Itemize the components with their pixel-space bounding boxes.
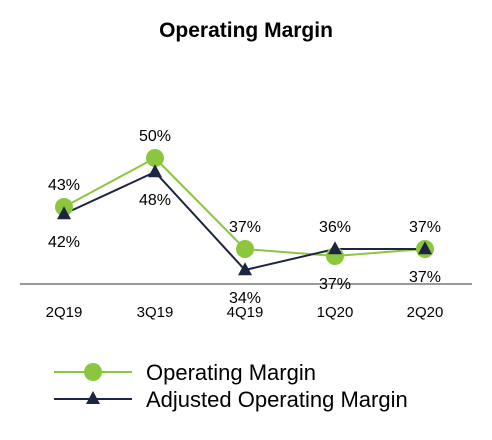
data-label: 37% xyxy=(409,269,441,286)
legend-marker-triangle xyxy=(86,391,100,404)
data-labels: 43% 50% 37% 37% 37% 42% 48% 34% 36% 37% xyxy=(48,128,441,307)
x-tick-label: 4Q19 xyxy=(227,304,264,321)
legend-label-0: Operating Margin xyxy=(146,360,316,385)
legend-marker-circle xyxy=(84,363,102,381)
chart-title: Operating Margin xyxy=(159,19,333,42)
data-label: 34% xyxy=(229,290,261,307)
series-markers xyxy=(55,149,434,276)
x-axis-ticks: 2Q19 3Q19 4Q19 1Q20 2Q20 xyxy=(46,304,444,321)
data-label: 37% xyxy=(409,219,441,236)
data-label: 48% xyxy=(139,192,171,209)
data-point-triangle xyxy=(328,241,342,255)
data-point-triangle xyxy=(418,241,432,255)
data-label: 36% xyxy=(319,219,351,236)
legend-label-1: Adjusted Operating Margin xyxy=(146,387,408,412)
data-label: 37% xyxy=(229,219,261,236)
x-tick-label: 1Q20 xyxy=(317,304,354,321)
data-point-triangle xyxy=(238,262,252,276)
x-tick-label: 3Q19 xyxy=(137,304,174,321)
data-label: 42% xyxy=(48,234,80,251)
data-point-triangle xyxy=(148,164,162,178)
data-point-circle xyxy=(146,149,164,167)
data-point-triangle xyxy=(57,206,71,220)
x-tick-label: 2Q20 xyxy=(407,304,444,321)
x-tick-label: 2Q19 xyxy=(46,304,83,321)
data-label: 50% xyxy=(139,128,171,145)
data-label: 37% xyxy=(319,276,351,293)
data-label: 43% xyxy=(48,177,80,194)
data-point-circle xyxy=(236,240,254,258)
